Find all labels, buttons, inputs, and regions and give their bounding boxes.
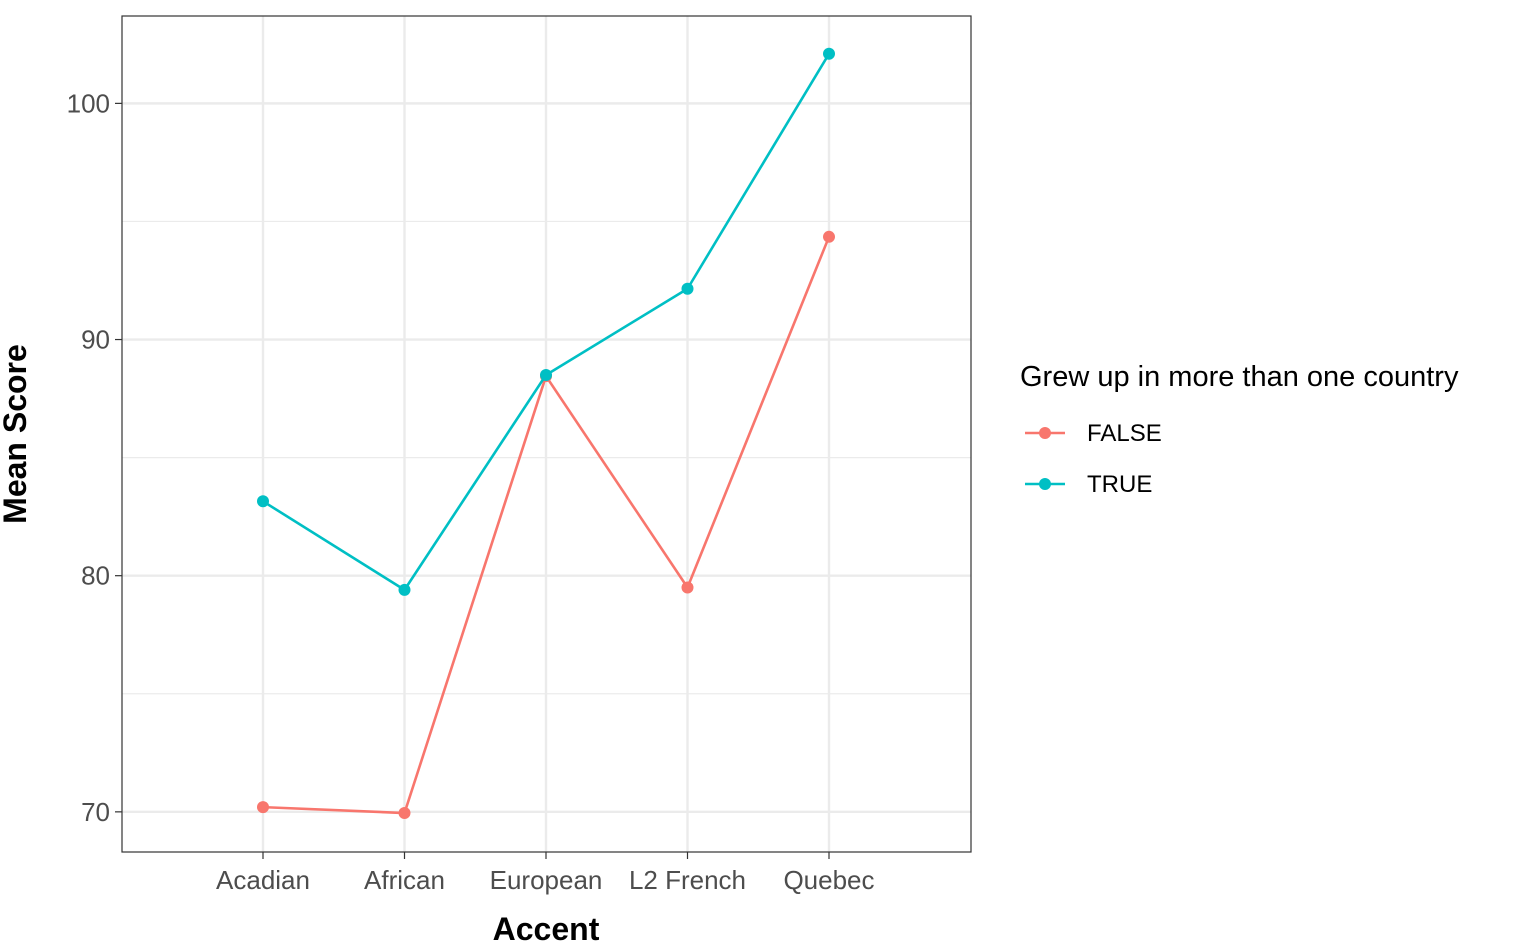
legend-label: FALSE: [1087, 420, 1162, 447]
data-point-false: [398, 807, 411, 820]
y-tick-label: 90: [81, 325, 110, 355]
legend-item-false: FALSE: [1025, 420, 1162, 447]
legend: Grew up in more than one country FALSE TR…: [1020, 361, 1459, 498]
data-point-true: [398, 583, 411, 596]
data-point-true: [823, 47, 835, 60]
y-axis-title: Mean Score: [0, 344, 33, 524]
legend-item-true: TRUE: [1025, 471, 1152, 498]
legend-key-point: [1039, 478, 1051, 490]
x-tick-label: Acadian: [216, 865, 310, 895]
x-axis-title: Accent: [493, 911, 600, 947]
legend-title: Grew up in more than one country: [1020, 361, 1459, 393]
series-layer: [257, 47, 835, 820]
data-point-false: [257, 801, 269, 814]
x-tick-label: European: [490, 865, 603, 895]
data-point-false: [823, 230, 835, 243]
y-tick-label: 80: [81, 561, 110, 591]
y-tick-label: 70: [81, 797, 110, 827]
data-point-true: [257, 495, 269, 508]
legend-key-point: [1039, 427, 1051, 439]
data-point-true: [681, 282, 694, 295]
x-tick-label: L2 French: [629, 865, 746, 895]
x-axis-ticks: Acadian African European L2 French Quebec: [216, 852, 875, 895]
x-tick-label: African: [364, 865, 445, 895]
data-point-false: [681, 581, 694, 594]
data-point-true: [540, 368, 552, 381]
y-axis-ticks: 70 80 90 100: [67, 88, 122, 827]
legend-label: TRUE: [1087, 471, 1152, 498]
x-tick-label: Quebec: [783, 865, 874, 895]
y-tick-label: 100: [67, 88, 110, 118]
